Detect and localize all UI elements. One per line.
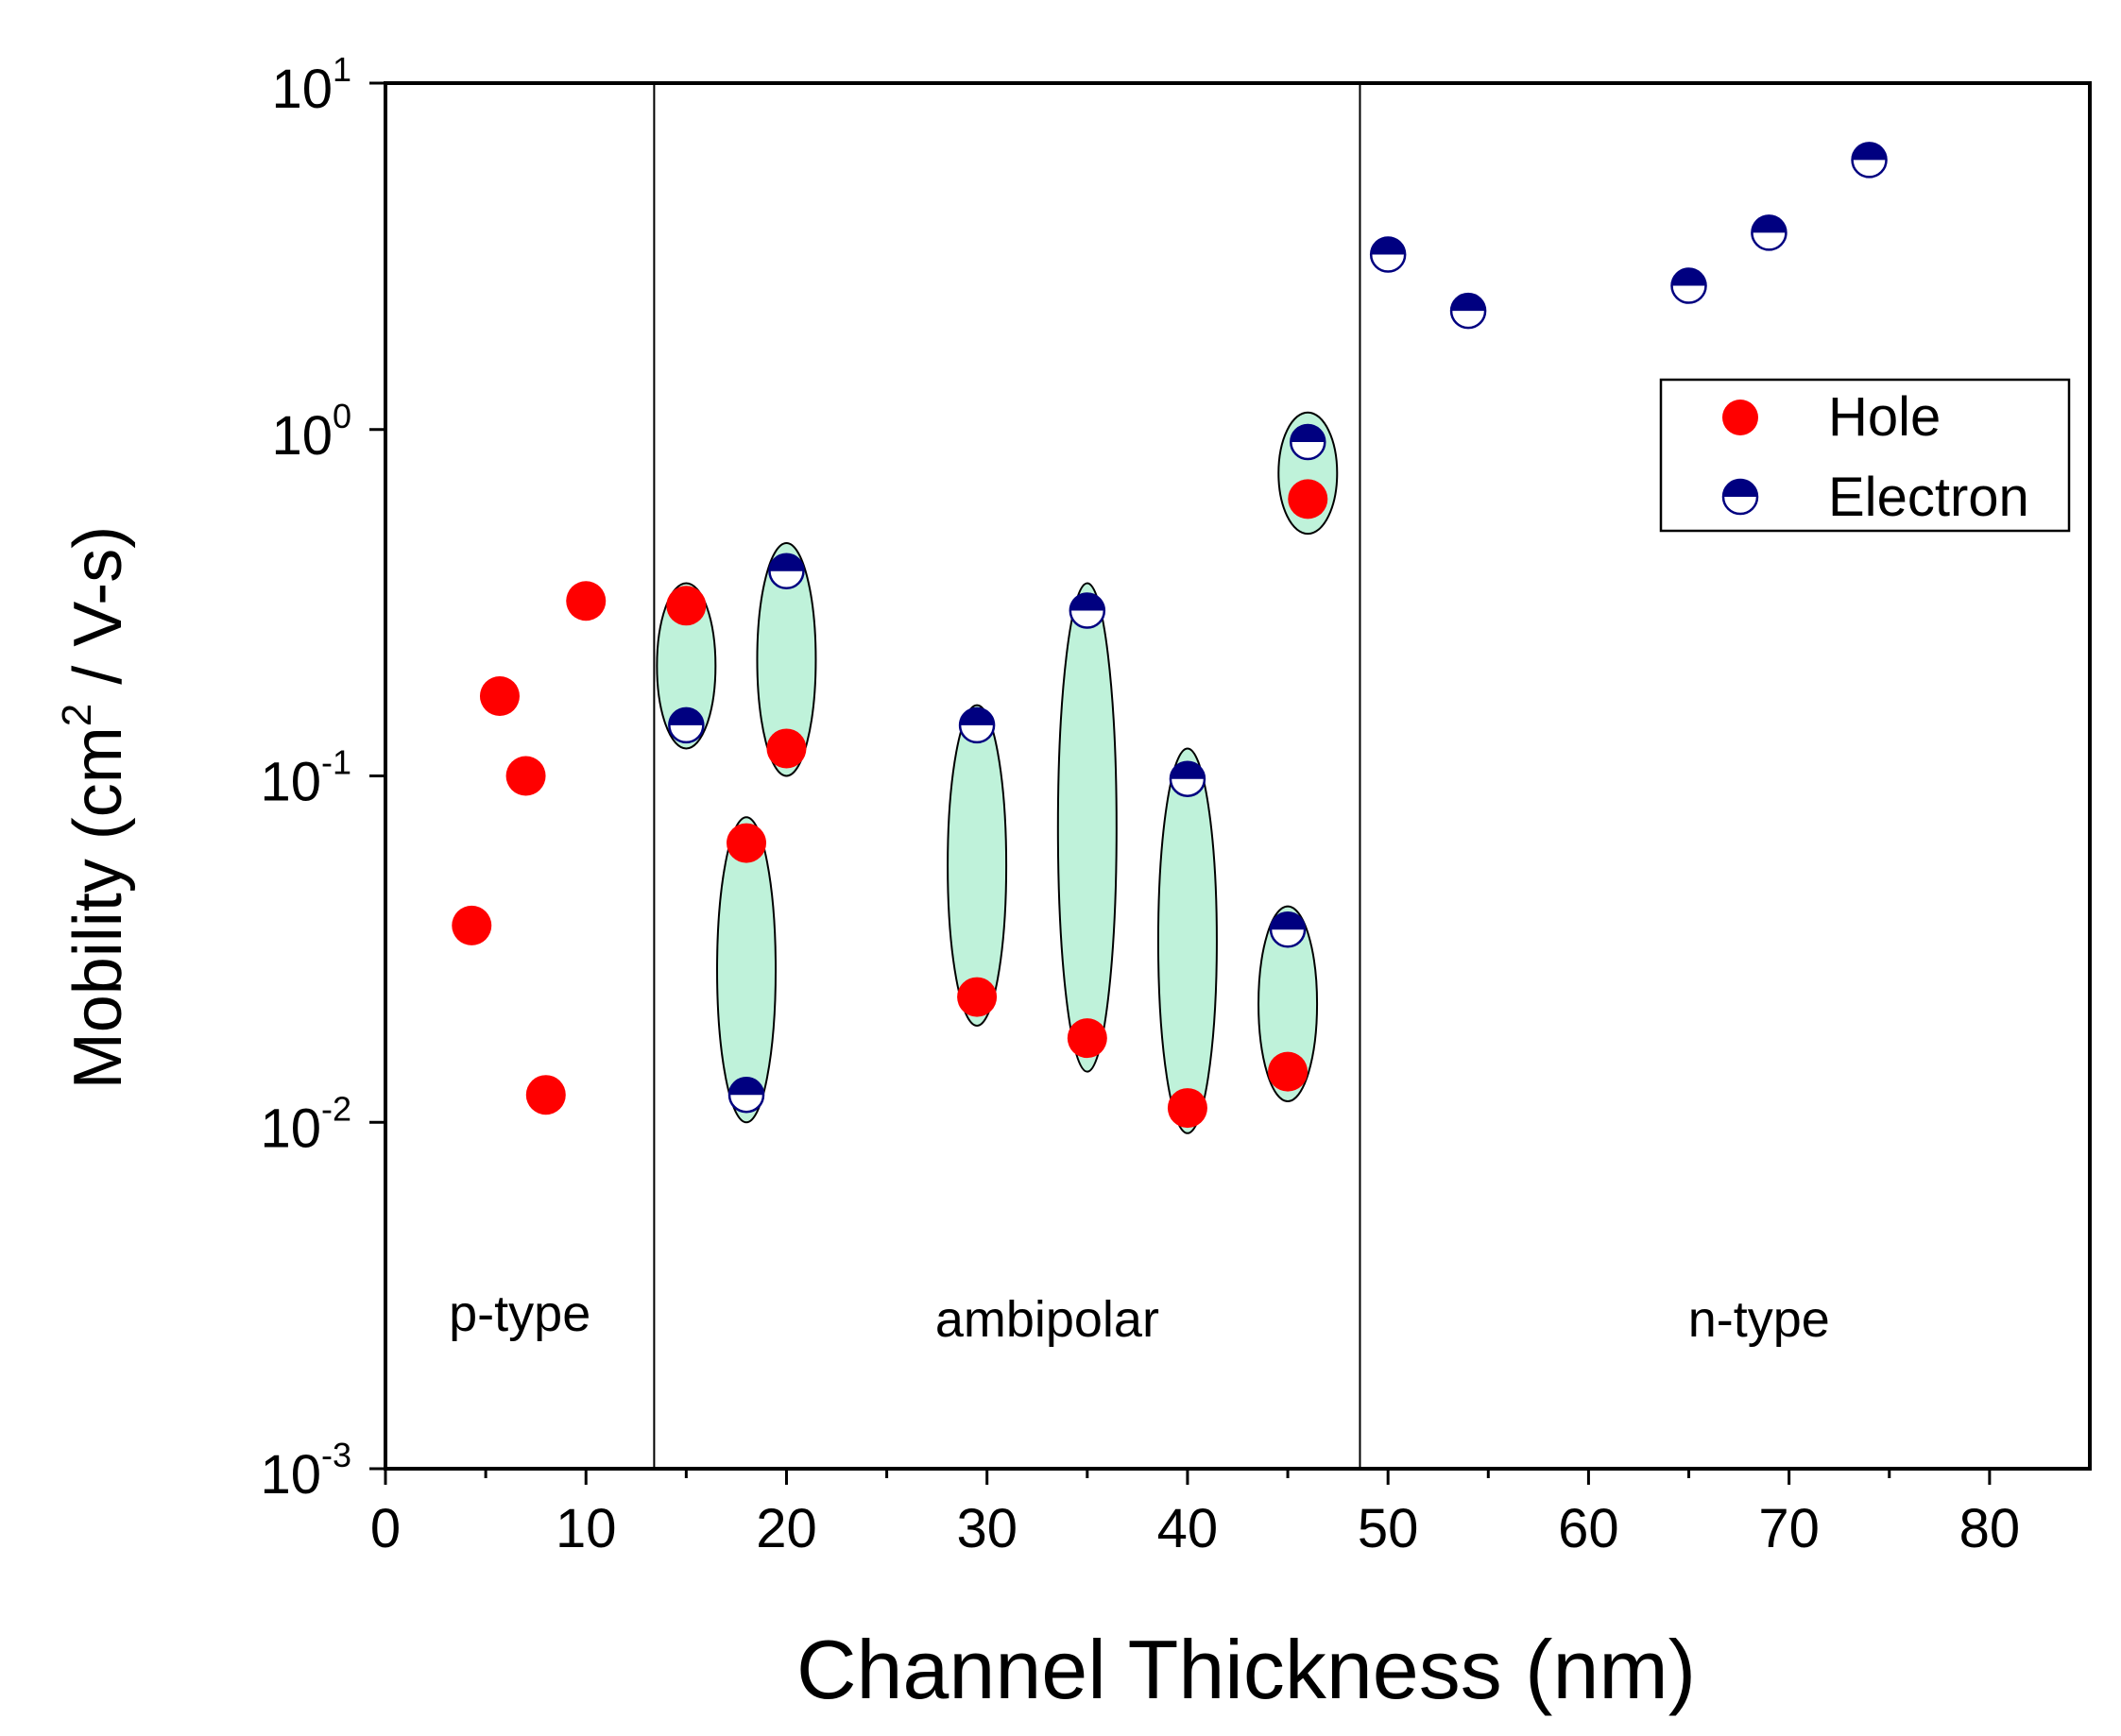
ambipolar-pair-ellipse bbox=[1257, 905, 1319, 1102]
hole-point bbox=[666, 586, 707, 626]
hole-point bbox=[1167, 1088, 1207, 1129]
hole-point bbox=[766, 728, 807, 769]
legend-electron-marker bbox=[1721, 478, 1759, 516]
x-tick-label: 40 bbox=[1157, 1498, 1219, 1559]
y-axis-title-prefix: Mobility (cm bbox=[60, 726, 136, 1089]
hole-point bbox=[957, 977, 998, 1017]
plot-area-frame bbox=[384, 81, 2092, 1471]
legend-hole-marker bbox=[1722, 400, 1758, 435]
hole-point bbox=[727, 823, 767, 863]
ambipolar-pair-ellipse bbox=[716, 816, 778, 1124]
y-tick-label-base: 10 bbox=[271, 59, 333, 120]
electron-point bbox=[1449, 292, 1487, 330]
y-tick-label: 100 bbox=[271, 397, 351, 467]
legend-hole-label: Hole bbox=[1828, 386, 1941, 448]
electron-point bbox=[1269, 911, 1307, 948]
y-axis-title-superscript: 2 bbox=[54, 704, 100, 726]
hole-point bbox=[566, 581, 607, 621]
electron-point bbox=[727, 1076, 765, 1114]
electron-point bbox=[768, 553, 805, 589]
x-tick-label: 20 bbox=[756, 1498, 817, 1559]
region-label: p-type bbox=[449, 1285, 590, 1342]
ambipolar-pair-ellipse bbox=[1056, 582, 1118, 1073]
ambipolar-pair-ellipse bbox=[1156, 747, 1218, 1134]
region-label: n-type bbox=[1688, 1291, 1830, 1348]
electron-point bbox=[1751, 214, 1787, 251]
hole-point bbox=[1288, 479, 1328, 519]
data-points bbox=[452, 142, 1888, 1129]
electron-point bbox=[1169, 760, 1206, 797]
y-tick-label: 10-1 bbox=[260, 743, 351, 813]
y-tick-label-base: 10 bbox=[260, 1098, 321, 1159]
electron-point bbox=[1670, 267, 1707, 304]
electron-point bbox=[1369, 236, 1407, 273]
legend: Hole Electron bbox=[1659, 378, 2071, 533]
y-axis-title-suffix: / V-s) bbox=[60, 526, 136, 704]
electron-point bbox=[1069, 592, 1106, 629]
x-axis-title: Channel Thickness (nm) bbox=[796, 1623, 1696, 1716]
hole-point bbox=[525, 1075, 566, 1115]
ambipolar-pair-ellipse bbox=[756, 542, 817, 777]
y-tick-label-base: 10 bbox=[260, 752, 321, 813]
y-tick-label-exponent: 1 bbox=[333, 50, 351, 89]
x-axis: 0 10 20 30 40 50 60 70 80 bbox=[370, 1469, 2020, 1559]
hole-point bbox=[452, 905, 492, 945]
hole-point bbox=[1067, 1018, 1107, 1059]
electron-point bbox=[668, 706, 705, 744]
x-tick-label: 70 bbox=[1758, 1498, 1820, 1559]
electron-point bbox=[958, 706, 996, 744]
hole-point bbox=[1268, 1051, 1309, 1092]
x-tick-label: 50 bbox=[1358, 1498, 1419, 1559]
y-tick-label-exponent: -1 bbox=[321, 743, 351, 782]
ambipolar-pair-ellipse bbox=[947, 704, 1008, 1028]
y-axis-title: Mobility (cm2 / V-s) bbox=[54, 526, 136, 1090]
y-tick-label-exponent: 0 bbox=[333, 397, 351, 435]
x-tick-label: 80 bbox=[1959, 1498, 2021, 1559]
electron-point bbox=[1851, 142, 1888, 179]
legend-electron-label: Electron bbox=[1828, 467, 2029, 528]
y-tick-label: 101 bbox=[271, 50, 351, 120]
ambipolar-pair-ellipse bbox=[656, 582, 717, 750]
x-tick-label: 0 bbox=[370, 1498, 401, 1559]
ambipolar-pair-ellipses bbox=[656, 411, 1339, 1134]
y-tick-label: 10-3 bbox=[260, 1436, 351, 1506]
x-tick-label: 10 bbox=[556, 1498, 617, 1559]
y-tick-label-exponent: -2 bbox=[321, 1089, 351, 1128]
region-labels: p-type ambipolar n-type bbox=[449, 1285, 1830, 1348]
y-tick-label-base: 10 bbox=[271, 405, 333, 467]
x-tick-label: 30 bbox=[956, 1498, 1018, 1559]
hole-point bbox=[505, 756, 546, 796]
y-tick-label-exponent: -3 bbox=[321, 1436, 351, 1474]
y-tick-label-base: 10 bbox=[260, 1444, 321, 1506]
hole-point bbox=[479, 675, 520, 716]
electron-point bbox=[1290, 423, 1326, 461]
y-tick-label: 10-2 bbox=[260, 1089, 351, 1159]
region-dividers bbox=[653, 83, 1361, 1469]
region-label: ambipolar bbox=[935, 1291, 1159, 1348]
x-tick-label: 60 bbox=[1558, 1498, 1619, 1559]
